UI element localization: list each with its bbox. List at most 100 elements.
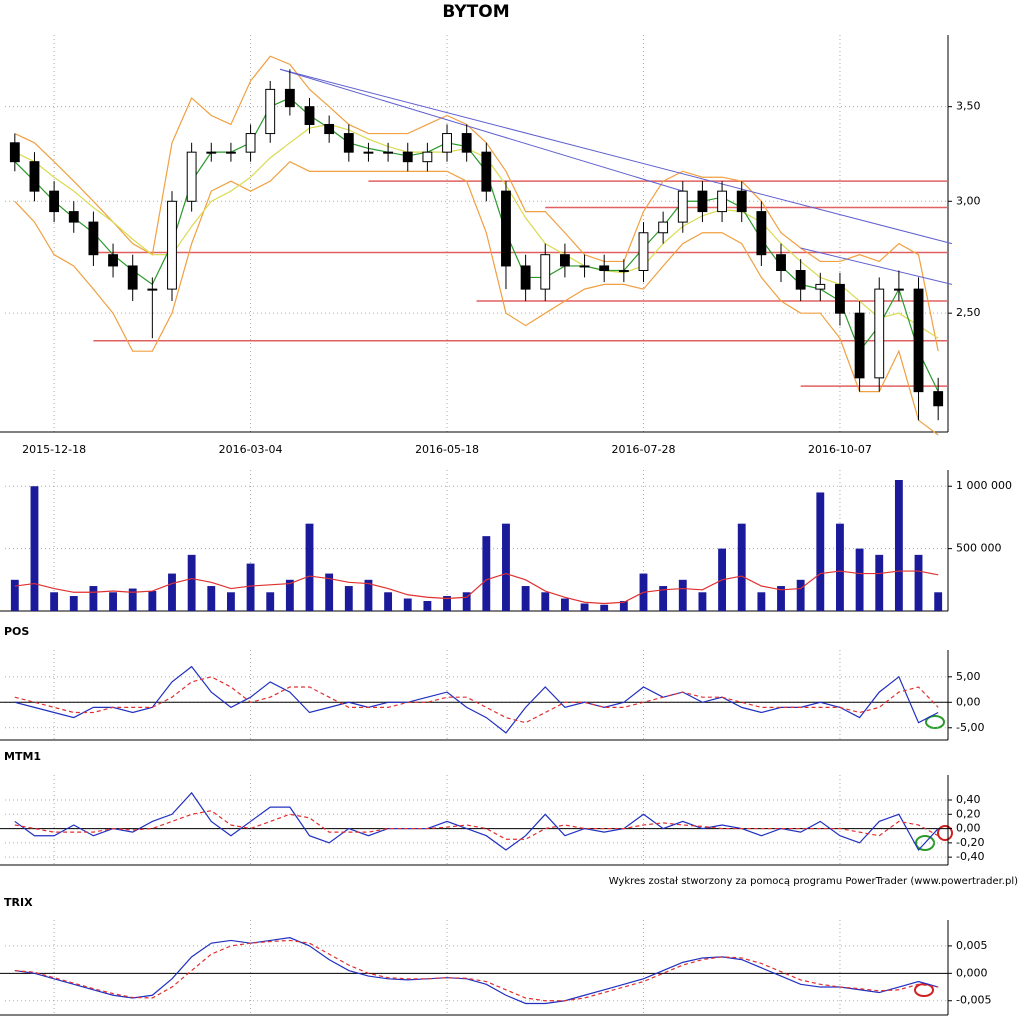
volume-bar <box>560 598 569 611</box>
x-tick-label: 2016-05-18 <box>415 443 479 456</box>
volume-bar <box>423 601 432 611</box>
candle-body <box>579 265 590 268</box>
panel-title: TRIX <box>4 896 33 909</box>
volume-bar <box>30 486 39 611</box>
chart-title: BYTOM <box>442 2 509 22</box>
candle-body <box>658 221 669 234</box>
candle-body <box>815 283 826 290</box>
y-tick-label: -0,20 <box>956 836 984 849</box>
y-tick-label: 0,00 <box>956 695 981 708</box>
candle-body <box>186 151 197 202</box>
series-line <box>14 160 939 436</box>
candle-body <box>481 151 492 192</box>
y-tick-label: 1 000 000 <box>956 479 1012 492</box>
candle-body <box>49 190 60 213</box>
volume-bar <box>698 592 707 611</box>
volume-bar <box>305 523 314 611</box>
volume-bar <box>187 554 196 611</box>
y-tick-label: 3,50 <box>956 100 981 113</box>
candle-body <box>226 151 236 154</box>
series-line <box>14 123 939 339</box>
y-tick-label: 0,005 <box>956 939 988 952</box>
candle-body <box>442 133 452 153</box>
volume-bar <box>521 586 530 611</box>
volume-bar <box>894 480 903 611</box>
candle-body <box>9 142 20 163</box>
x-tick-label: 2016-07-28 <box>612 443 676 456</box>
candle-body <box>736 190 747 213</box>
candle-body <box>284 88 295 108</box>
candle-body <box>756 211 767 256</box>
y-tick-label: -0,005 <box>956 994 991 1007</box>
trend-line <box>279 68 953 245</box>
y-tick-label: 0,000 <box>956 966 988 979</box>
volume-bar <box>128 588 137 611</box>
candle-body <box>599 265 610 272</box>
volume-bar <box>580 603 589 611</box>
candle-body <box>697 190 708 213</box>
volume-bar <box>109 592 117 611</box>
candle-body <box>422 151 433 163</box>
volume-bar <box>541 592 550 611</box>
volume-bar <box>364 579 373 611</box>
candle-body <box>108 254 118 267</box>
series-line <box>14 97 939 392</box>
candle-body <box>677 190 688 223</box>
annotation-circle <box>925 715 945 729</box>
candle-body <box>854 312 865 379</box>
volume-bar <box>482 536 491 611</box>
volume-bar <box>462 592 471 611</box>
footer: Wykres został stworzony za pomocą progra… <box>609 876 1018 887</box>
trend-line <box>800 247 953 285</box>
y-tick-label: 3,00 <box>956 194 981 207</box>
volume-bar <box>226 592 235 611</box>
series-line <box>14 937 939 1005</box>
series-line <box>14 791 939 852</box>
candle-body <box>29 161 40 192</box>
y-tick-label: -0,40 <box>956 850 984 863</box>
candle-body <box>638 232 649 272</box>
y-tick-label: 0,00 <box>956 822 981 835</box>
volume-bar <box>246 563 255 611</box>
candle-body <box>913 288 924 393</box>
annotation-circle <box>914 983 934 997</box>
candle-body <box>618 270 629 273</box>
candle-body <box>383 151 394 154</box>
volume-bar <box>619 601 628 611</box>
annotation-circle <box>937 825 953 841</box>
candle-body <box>68 211 79 223</box>
volume-bar <box>50 592 59 611</box>
y-tick-label: 0,40 <box>956 793 981 806</box>
candle-body <box>304 106 315 125</box>
series-line <box>14 55 939 352</box>
x-tick-label: 2016-10-07 <box>808 443 872 456</box>
candle-body <box>461 133 472 153</box>
volume-bar <box>403 598 412 611</box>
volume-bar <box>168 573 176 611</box>
candle-body <box>127 265 138 290</box>
volume-bar <box>344 586 353 611</box>
candle-body <box>893 288 904 291</box>
candle-body <box>835 283 845 314</box>
candle-body <box>402 151 413 163</box>
candle-body <box>343 133 354 153</box>
candle-body <box>559 254 570 267</box>
series-line <box>14 810 939 840</box>
volume-bar <box>443 596 451 611</box>
y-tick-label: 5,00 <box>956 670 981 683</box>
volume-bar <box>148 591 157 611</box>
candle-body <box>501 190 511 267</box>
y-tick-label: 500 000 <box>956 542 1002 555</box>
candle-body <box>167 200 177 290</box>
volume-bar <box>89 586 98 611</box>
y-tick-label: 0,20 <box>956 807 981 820</box>
volume-bar <box>855 548 864 611</box>
series-line <box>14 676 939 724</box>
candle-body <box>933 391 944 407</box>
panel-title: MTM1 <box>4 750 41 763</box>
volume-bar <box>836 523 844 611</box>
candle-body <box>324 123 335 135</box>
volume-bar <box>816 492 825 611</box>
volume-bar <box>659 586 668 611</box>
